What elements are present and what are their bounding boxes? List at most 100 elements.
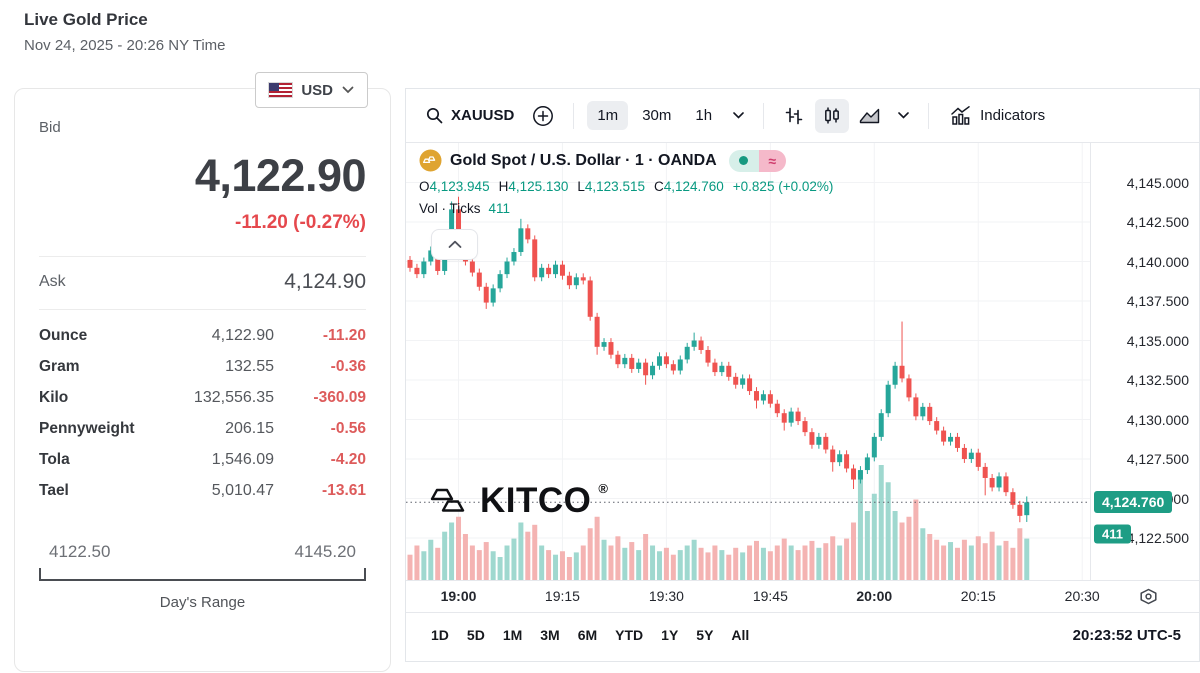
price-tick: 4,140.000 bbox=[1126, 253, 1189, 270]
symbol-label: XAUUSD bbox=[451, 107, 515, 124]
ohlc-readout: O4,123.945 H4,125.130 L4,123.515 C4,124.760… bbox=[419, 179, 833, 194]
area-chart-icon bbox=[859, 108, 880, 123]
series-clock: 20:23:52 UTC-5 bbox=[1072, 626, 1181, 644]
price-tick: 4,142.500 bbox=[1126, 214, 1189, 230]
divider bbox=[39, 256, 366, 257]
interval-1m-button[interactable]: 1m bbox=[587, 101, 629, 130]
chart-main: Gold Spot / U.S. Dollar · 1 · OANDA ≈ O4… bbox=[406, 143, 1199, 580]
legend-collapse-button[interactable] bbox=[431, 229, 478, 260]
price-tick: 4,135.000 bbox=[1126, 332, 1189, 349]
indicators-button[interactable]: Indicators bbox=[942, 101, 1053, 131]
unit-label: Tola bbox=[39, 450, 70, 468]
chart-style-menu-chevron[interactable] bbox=[891, 99, 915, 133]
interval-menu-chevron[interactable] bbox=[726, 99, 750, 133]
page-title: Live Gold Price bbox=[24, 10, 148, 29]
chart-symbol-title[interactable]: Gold Spot / U.S. Dollar · 1 · OANDA bbox=[450, 151, 717, 169]
unit-value: 1,546.09 bbox=[211, 450, 274, 468]
interval-30m-button[interactable]: 30m bbox=[632, 101, 681, 130]
bid-change: -11.20 (-0.27%) bbox=[235, 212, 366, 233]
unit-value: 132.55 bbox=[225, 357, 274, 375]
range-6M-button[interactable]: 6M bbox=[571, 622, 604, 648]
symbol-search-button[interactable]: XAUUSD bbox=[418, 102, 522, 129]
unit-change: -0.36 bbox=[330, 357, 366, 375]
toolbar-separator bbox=[928, 102, 930, 129]
days-range: 4122.50 4145.20 Day's Range bbox=[39, 542, 366, 611]
range-5Y-button[interactable]: 5Y bbox=[689, 622, 720, 648]
chart-pane[interactable]: Gold Spot / U.S. Dollar · 1 · OANDA ≈ O4… bbox=[406, 143, 1090, 580]
time-tick: 20:00 bbox=[856, 588, 893, 604]
range-All-button[interactable]: All bbox=[724, 622, 756, 648]
chart-style-area-button[interactable] bbox=[853, 99, 887, 133]
time-tick: 20:15 bbox=[960, 588, 996, 604]
unit-value: 206.15 bbox=[225, 419, 274, 437]
unit-label: Ounce bbox=[39, 326, 88, 344]
chevron-down-icon bbox=[897, 112, 909, 119]
unit-price-table: Ounce 4,122.90 -11.20 Gram 132.55 -0.36 Kilo 13… bbox=[39, 320, 366, 506]
market-status-badge[interactable]: ≈ bbox=[728, 149, 786, 172]
chevron-up-icon bbox=[448, 240, 461, 248]
volume-row-label: Vol · Ticks bbox=[419, 201, 481, 216]
chart-legend: Gold Spot / U.S. Dollar · 1 · OANDA ≈ O4… bbox=[419, 149, 833, 216]
volume-value: 411 bbox=[488, 201, 511, 216]
range-5D-button[interactable]: 5D bbox=[460, 622, 492, 648]
price-tick: 4,127.500 bbox=[1126, 451, 1189, 467]
chart-style-candles-button[interactable] bbox=[815, 98, 850, 133]
bid-label: Bid bbox=[39, 119, 61, 136]
compare-add-button[interactable] bbox=[526, 99, 560, 133]
range-1M-button[interactable]: 1M bbox=[496, 622, 529, 648]
range-bar bbox=[39, 568, 366, 581]
range-1Y-button[interactable]: 1Y bbox=[654, 622, 685, 648]
chart-bottom-bar: 1D 5D 1M 3M 6M YTD 1Y 5Y All 20:23:52 UTC-5 bbox=[406, 612, 1199, 657]
registered-mark: ® bbox=[598, 481, 608, 496]
unit-label: Pennyweight bbox=[39, 419, 135, 437]
ohlc-change: +0.825 (+0.02%) bbox=[732, 179, 834, 194]
price-axis[interactable]: 4,145.000 4,142.500 4,140.000 4,137.500 4,13… bbox=[1090, 143, 1199, 580]
time-axis[interactable]: 19:00 19:15 19:30 19:45 20:00 20:15 20:30 bbox=[406, 580, 1199, 612]
chart-style-bars-button[interactable] bbox=[777, 99, 811, 133]
time-tick: 19:15 bbox=[544, 588, 580, 604]
chart-toolbar: XAUUSD 1m 30m 1h bbox=[406, 89, 1199, 143]
indicators-label: Indicators bbox=[980, 107, 1046, 124]
divider bbox=[39, 309, 366, 310]
candles-icon bbox=[825, 107, 840, 123]
time-tick: 20:30 bbox=[1064, 588, 1100, 604]
last-price-badge: 4,124.760 bbox=[1094, 491, 1173, 514]
price-tick: 4,137.500 bbox=[1126, 293, 1189, 309]
indicators-icon bbox=[951, 105, 970, 125]
ohlc-l: L4,123.515 bbox=[577, 179, 645, 194]
currency-label: USD bbox=[301, 81, 333, 99]
page-header: Live Gold Price Nov 24, 2025 - 20:26 NY … bbox=[24, 10, 226, 54]
unit-value: 132,556.35 bbox=[193, 388, 274, 406]
range-high: 4145.20 bbox=[294, 542, 356, 561]
currency-selector[interactable]: USD bbox=[255, 72, 368, 108]
chart-widget: XAUUSD 1m 30m 1h bbox=[405, 88, 1200, 662]
unit-row-pennyweight: Pennyweight 206.15 -0.56 bbox=[39, 413, 366, 444]
unit-change: -360.09 bbox=[313, 388, 366, 406]
unit-label: Kilo bbox=[39, 388, 69, 406]
unit-row-gram: Gram 132.55 -0.36 bbox=[39, 351, 366, 382]
time-tick: 19:30 bbox=[648, 588, 684, 604]
volume-badge: 411 bbox=[1094, 524, 1131, 544]
range-YTD-button[interactable]: YTD bbox=[608, 622, 650, 648]
range-low: 4122.50 bbox=[49, 542, 111, 561]
date-range-group: 1D 5D 1M 3M 6M YTD 1Y 5Y All bbox=[424, 622, 756, 648]
unit-label: Gram bbox=[39, 357, 80, 375]
unit-row-tael: Tael 5,010.47 -13.61 bbox=[39, 475, 366, 506]
range-label: Day's Range bbox=[159, 594, 246, 611]
range-3M-button[interactable]: 3M bbox=[533, 622, 566, 648]
unit-change: -13.61 bbox=[322, 481, 366, 499]
ask-label: Ask bbox=[39, 273, 66, 290]
time-tick: 19:00 bbox=[440, 588, 477, 604]
interval-1h-button[interactable]: 1h bbox=[685, 101, 722, 130]
plus-circle-icon bbox=[533, 105, 554, 126]
candlestick-chart bbox=[406, 143, 1090, 580]
range-1D-button[interactable]: 1D bbox=[424, 622, 456, 648]
toolbar-separator bbox=[763, 102, 765, 129]
volume-readout: Vol · Ticks 411 bbox=[419, 201, 833, 216]
page-datetime: Nov 24, 2025 - 20:26 NY Time bbox=[24, 37, 226, 54]
gold-bars-icon bbox=[430, 488, 465, 512]
toolbar-separator bbox=[573, 102, 575, 129]
axis-settings-gear-icon[interactable] bbox=[1139, 587, 1158, 606]
bid-value: 4,122.90 bbox=[194, 150, 367, 201]
